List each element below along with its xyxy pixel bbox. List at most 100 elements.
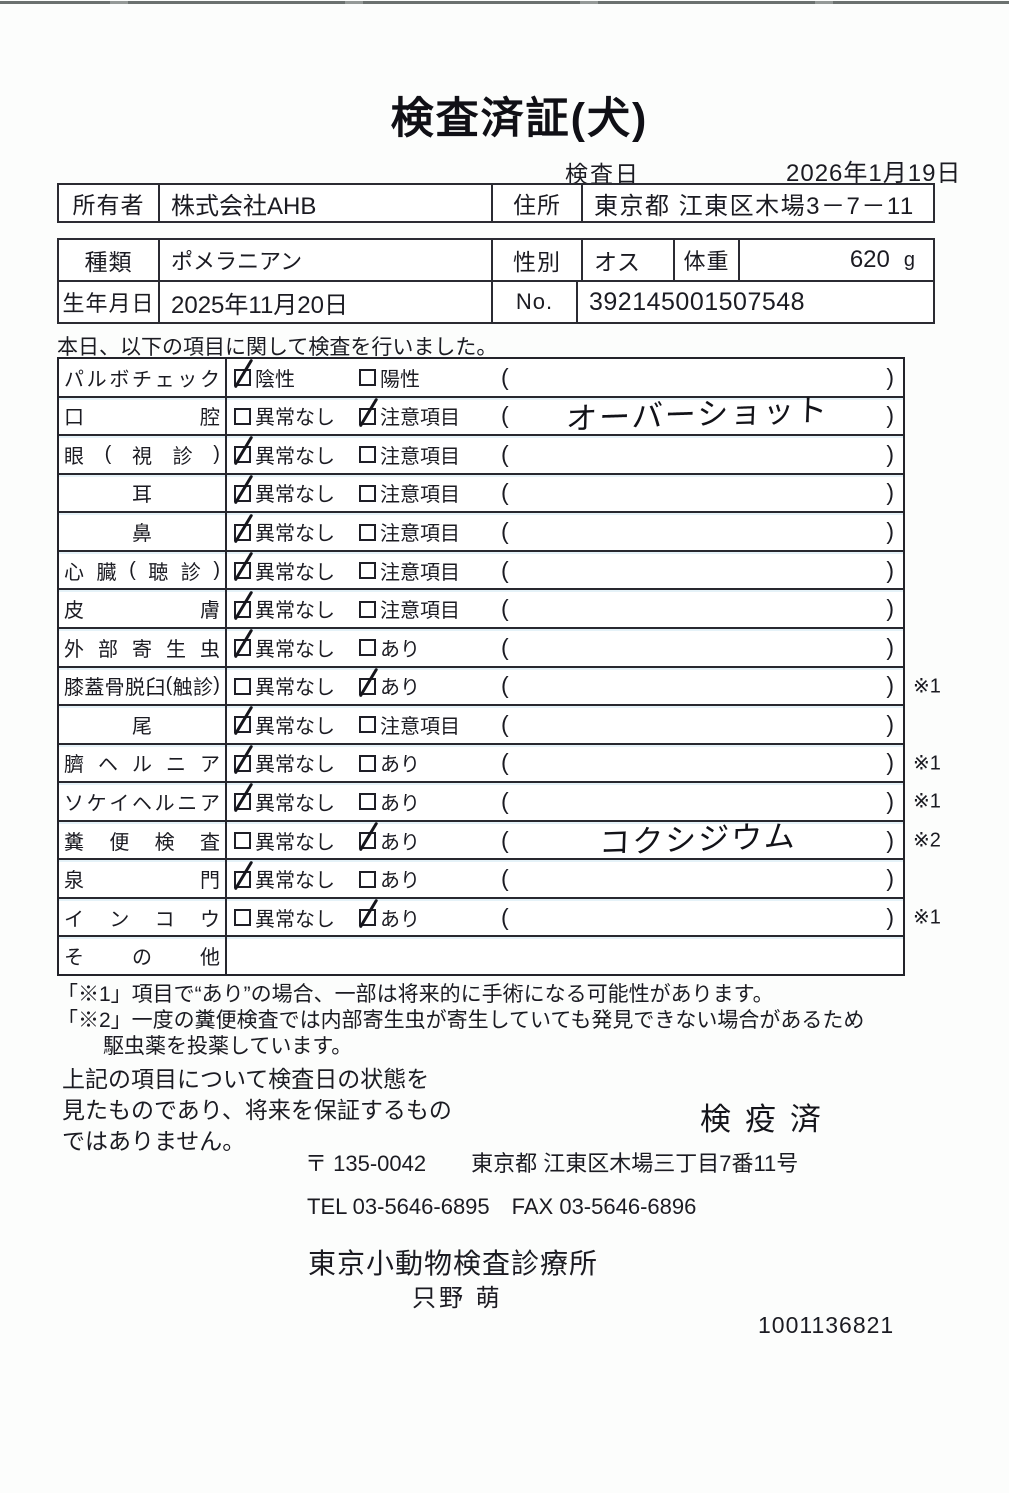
clinic-fax: FAX 03-5646-6896	[511, 1194, 697, 1219]
exam-item-label: 口腔	[59, 397, 227, 435]
quarantine-stamp: 検疫済	[700, 1102, 835, 1137]
paren-close: )	[886, 518, 894, 545]
breed-row: 種類 ポメラニアン 性別 オス 体重 620 g	[59, 240, 933, 282]
exam-options-cell: 異常なし あり ()	[227, 899, 903, 936]
footnote-2: 「※2」一度の糞便検査では内部寄生虫が寄生していても発見できない場合があるため	[57, 1009, 865, 1032]
exam-option: 異常なし	[227, 440, 359, 469]
handwritten-value: コクシジウム	[509, 818, 887, 860]
exam-row: 眼(視診) 異常なし 注意項目 ()	[59, 436, 903, 475]
exam-item-label: 膝蓋骨脱臼(触診)	[59, 667, 227, 705]
exam-option: あり	[359, 903, 501, 932]
paren-close: )	[886, 710, 894, 737]
checkbox-checked	[359, 832, 376, 850]
checkbox-unchecked	[234, 677, 251, 695]
clinic-address: 東京都 江東区木場三丁目7番11号	[471, 1151, 799, 1176]
exam-option: 注意項目	[359, 710, 501, 739]
address-value: 東京都 江東区木場3－7－11	[594, 192, 915, 220]
paren-close: )	[886, 826, 894, 853]
paren-open: (	[501, 556, 509, 583]
birth-value: 2025年11月20日	[160, 282, 493, 322]
checkbox-checked	[359, 677, 376, 695]
exam-option-label: 陽性	[380, 368, 420, 391]
exam-item-label: 皮膚	[59, 590, 227, 627]
clinic-address-line: 〒 135-0042 東京都 江東区木場三丁目7番11号	[305, 1146, 798, 1178]
inspection-date-value: 2026年1月19日	[786, 160, 962, 187]
row-footnote-mark: ※1	[913, 906, 941, 929]
exam-option: 異常なし	[227, 903, 359, 932]
exam-option-label: 注意項目	[380, 484, 460, 507]
exam-options-cell: 異常なし あり ()	[227, 783, 903, 820]
exam-item-label: その他	[59, 937, 227, 974]
breed-value: ポメラニアン	[160, 240, 493, 280]
checkbox-unchecked	[234, 407, 251, 425]
exam-item-label: 臍ヘルニア	[59, 744, 227, 782]
weight-value: 620	[849, 246, 890, 273]
exam-options-cell: 異常なし 注意項目 ()	[227, 475, 903, 512]
exam-item-label: 心臓(聴診)	[59, 551, 227, 589]
exam-option-label: 注意項目	[380, 715, 460, 738]
paren-close: )	[886, 440, 894, 467]
exam-option-label: 異常なし	[255, 445, 335, 468]
exam-option: あり	[359, 864, 501, 893]
disclaimer-line-2: 見たものであり、将来を保証するもの	[62, 1097, 452, 1123]
exam-options-cell: 異常なし 注意項目 ()	[227, 436, 903, 473]
exam-option-label: 注意項目	[380, 407, 460, 430]
exam-row: 泉門 異常なし あり ()	[59, 860, 903, 899]
breed-label: 種類	[59, 240, 160, 280]
sex-value: オス	[583, 240, 675, 280]
exam-option: 異常なし	[227, 748, 359, 777]
exam-option-label: あり	[380, 908, 420, 931]
paren-close: )	[886, 672, 894, 699]
scan-artifact-line	[0, 1, 1009, 4]
footnote-1: 「※1」項目で“あり”の場合、一部は将来的に手術になる可能性があります。	[57, 983, 774, 1006]
exam-option: 異常なし	[227, 671, 359, 700]
exam-option-label: 異常なし	[255, 407, 335, 430]
exam-option-label: 異常なし	[255, 908, 335, 931]
exam-item-label: 眼(視診)	[59, 436, 227, 473]
exam-row: 心臓(聴診) 異常なし 注意項目 ()	[59, 551, 903, 591]
exam-options-cell	[227, 937, 903, 974]
exam-options-cell: 異常なし 注意項目 ()	[227, 552, 903, 589]
weight-unit: g	[903, 248, 915, 271]
paren-close: )	[886, 787, 894, 814]
checkbox-checked	[359, 909, 376, 927]
exam-table: パルボチェック陰性 陽性() 口腔異常なし 注意項目(オーバーショット) 眼(視診) 異常…	[57, 357, 941, 976]
checkbox-unchecked	[359, 754, 376, 772]
checkbox-checked	[234, 446, 251, 464]
exam-options-cell: 異常なし 注意項目 ()	[227, 590, 903, 627]
paren-close: )	[886, 865, 894, 892]
checkbox-unchecked	[359, 484, 376, 502]
paren-open: (	[501, 479, 509, 506]
exam-item-label: 泉門	[59, 860, 227, 897]
paren-open: (	[501, 633, 509, 660]
paren-open: (	[501, 826, 509, 853]
exam-option-label: 注意項目	[380, 561, 460, 584]
paren-close: )	[886, 749, 894, 776]
owner-value: 株式会社AHB	[160, 185, 493, 221]
exam-option-label: 異常なし	[255, 870, 335, 893]
exam-option: 異常なし	[227, 710, 359, 739]
weight-label: 体重	[675, 240, 740, 280]
clinic-contact-line: TEL 03-5646-6895 FAX 03-5646-6896	[307, 1194, 696, 1220]
exam-option: 陰性	[227, 363, 359, 392]
paren-open: (	[501, 672, 509, 699]
paren-close: )	[886, 595, 894, 622]
exam-item-label: 糞便検査	[59, 821, 227, 859]
exam-option-label: 異常なし	[255, 792, 335, 815]
exam-option-label: あり	[380, 792, 420, 815]
document-title: 検査済証(犬)	[390, 95, 649, 143]
checkbox-checked	[234, 639, 251, 657]
serial-number: 1001136821	[758, 1312, 895, 1338]
checkbox-checked	[234, 484, 251, 502]
paren-open: (	[501, 749, 509, 776]
birth-row: 生年月日 2025年11月20日 No. 392145001507548	[59, 282, 933, 322]
paren-close: )	[886, 363, 894, 390]
checkbox-unchecked	[359, 793, 376, 811]
paren-close: )	[886, 903, 894, 930]
paren-close: )	[886, 633, 894, 660]
exam-option: 注意項目	[359, 478, 501, 507]
checkbox-checked	[234, 754, 251, 772]
exam-row: 口腔 異常なし 注意項目 (オーバーショット)	[59, 393, 903, 437]
checkbox-unchecked	[359, 870, 376, 888]
exam-option-label: あり	[380, 754, 420, 777]
